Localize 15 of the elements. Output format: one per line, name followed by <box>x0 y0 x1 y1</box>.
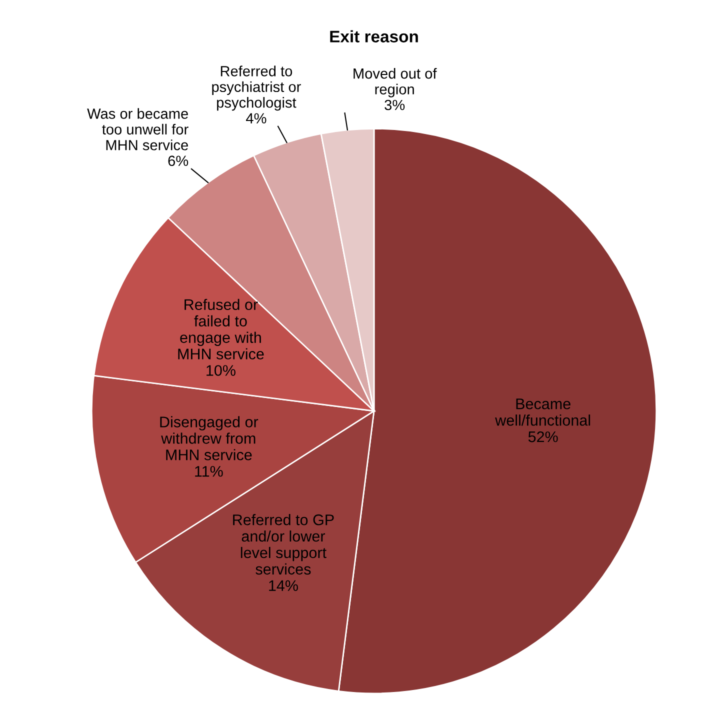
chart-title: Exit reason <box>330 30 418 42</box>
slice-label: Became well/functional <box>495 398 590 426</box>
slice-label: Moved out of region <box>354 68 437 98</box>
data-label: 6% <box>168 156 188 166</box>
data-label: 14% <box>269 580 298 591</box>
slice-label: Was or became too unwell for MHN service <box>87 108 188 150</box>
data-label: 11% <box>195 466 223 477</box>
data-label: 4% <box>246 113 266 124</box>
data-label: 52% <box>528 431 558 442</box>
slice-label: Disengaged or withdrew from MHN service <box>160 416 258 460</box>
slice-label: Referred to psychiatrist or psychologist <box>212 66 301 111</box>
data-label: 3% <box>384 100 405 110</box>
slice-label: Referred to GP and/or lower level support services <box>233 514 334 575</box>
slice-label: Refused or failed to engage with MHN service <box>178 298 264 360</box>
data-label: 10% <box>206 365 236 376</box>
